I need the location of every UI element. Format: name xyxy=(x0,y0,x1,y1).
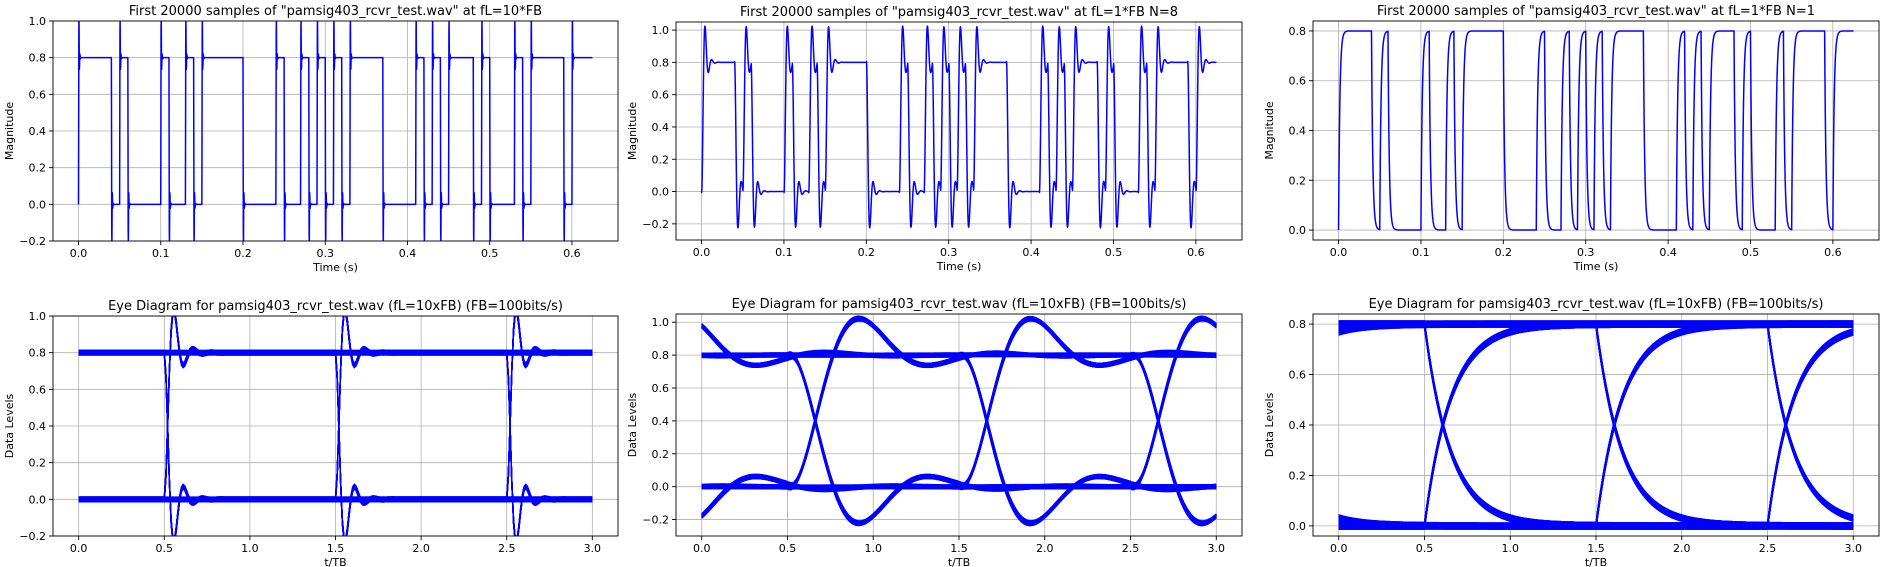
x-tick-label: 0.0 xyxy=(693,246,711,259)
x-tick-label: 0.5 xyxy=(779,542,797,555)
x-tick-label: 0.0 xyxy=(693,542,711,555)
chart-title: Eye Diagram for pamsig403_rcvr_test.wav … xyxy=(108,299,563,314)
y-tick-label: 0.6 xyxy=(1289,75,1307,88)
x-tick-label: 2.5 xyxy=(1759,542,1777,555)
x-tick-label: 3.0 xyxy=(1208,542,1226,555)
x-axis-label: Time (s) xyxy=(1573,260,1619,273)
x-tick-label: 0.6 xyxy=(563,247,581,260)
x-tick-label: 0.0 xyxy=(1330,246,1348,259)
x-axis-label: t/TB xyxy=(1585,556,1607,567)
chart-title: Eye Diagram for pamsig403_rcvr_test.wav … xyxy=(732,297,1187,312)
x-tick-label: 1.0 xyxy=(241,542,259,555)
x-tick-label: 0.5 xyxy=(1416,542,1434,555)
chart-title: First 20000 samples of "pamsig403_rcvr_t… xyxy=(1377,4,1815,19)
y-tick-label: 0.2 xyxy=(29,162,47,175)
x-tick-label: 0.6 xyxy=(1187,246,1205,259)
x-tick-label: 0.5 xyxy=(1105,246,1123,259)
x-tick-label: 0.3 xyxy=(940,246,958,259)
x-tick-label: 0.5 xyxy=(156,542,174,555)
y-axis-label: Data Levels xyxy=(3,393,16,458)
x-tick-label: 2.0 xyxy=(1036,542,1054,555)
y-tick-label: 0.4 xyxy=(1289,419,1307,432)
y-tick-label: −0.2 xyxy=(642,218,669,231)
y-axis-label: Magnitude xyxy=(626,102,639,161)
y-axis-label: Magnitude xyxy=(1263,101,1276,160)
x-tick-label: 2.0 xyxy=(1673,542,1691,555)
chart-title: First 20000 samples of "pamsig403_rcvr_t… xyxy=(129,4,542,19)
y-tick-label: 0.4 xyxy=(652,415,670,428)
y-tick-label: 0.6 xyxy=(652,382,670,395)
x-tick-label: 1.0 xyxy=(1501,542,1519,555)
x-tick-label: 0.0 xyxy=(70,247,88,260)
x-tick-label: 1.5 xyxy=(327,542,345,555)
y-tick-label: 0.0 xyxy=(652,481,670,494)
y-tick-label: 0.2 xyxy=(652,153,670,166)
y-tick-label: 1.0 xyxy=(29,15,47,28)
y-tick-label: 0.8 xyxy=(652,56,670,69)
x-tick-label: 0.3 xyxy=(1577,246,1595,259)
x-tick-label: 0.5 xyxy=(1742,246,1760,259)
y-tick-label: 0.0 xyxy=(1289,520,1307,533)
y-tick-label: 0.4 xyxy=(29,420,47,433)
y-tick-label: 1.0 xyxy=(652,24,670,37)
y-tick-label: 0.0 xyxy=(29,493,47,506)
y-tick-label: 0.4 xyxy=(1289,125,1307,138)
y-tick-label: 0.2 xyxy=(29,457,47,470)
x-tick-label: 0.2 xyxy=(234,247,252,260)
x-tick-label: 0.0 xyxy=(1330,542,1348,555)
x-axis-label: Time (s) xyxy=(936,260,982,273)
y-tick-label: 0.8 xyxy=(1289,318,1307,331)
y-tick-label: 0.8 xyxy=(29,52,47,65)
x-tick-label: 0.4 xyxy=(399,247,417,260)
y-tick-label: 0.4 xyxy=(29,125,47,138)
y-tick-label: 0.2 xyxy=(652,448,670,461)
x-tick-label: 0.1 xyxy=(1412,246,1430,259)
x-tick-label: 0.1 xyxy=(775,246,793,259)
x-tick-label: 0.4 xyxy=(1022,246,1040,259)
y-tick-label: 0.8 xyxy=(29,347,47,360)
x-axis-label: t/TB xyxy=(324,556,346,567)
x-tick-label: 0.1 xyxy=(152,247,170,260)
x-tick-label: 1.5 xyxy=(950,542,968,555)
x-tick-label: 0.5 xyxy=(481,247,499,260)
y-tick-label: 0.8 xyxy=(652,349,670,362)
x-tick-label: 0.2 xyxy=(858,246,876,259)
x-tick-label: 2.0 xyxy=(412,542,430,555)
y-tick-label: 0.6 xyxy=(652,89,670,102)
x-tick-label: 0.2 xyxy=(1495,246,1513,259)
x-tick-label: 1.5 xyxy=(1587,542,1605,555)
x-axis-label: t/TB xyxy=(948,556,970,567)
x-tick-label: 0.0 xyxy=(70,542,88,555)
chart-title: First 20000 samples of "pamsig403_rcvr_t… xyxy=(740,5,1178,20)
y-axis-label: Data Levels xyxy=(1263,392,1276,457)
x-tick-label: 3.0 xyxy=(1845,542,1863,555)
y-tick-label: −0.2 xyxy=(19,235,46,248)
y-tick-label: 0.6 xyxy=(1289,369,1307,382)
y-tick-label: −0.2 xyxy=(19,530,46,543)
y-axis-label: Magnitude xyxy=(3,102,16,161)
x-tick-label: 0.6 xyxy=(1824,246,1842,259)
y-tick-label: 1.0 xyxy=(652,316,670,329)
x-axis-label: Time (s) xyxy=(312,261,358,274)
x-tick-label: 2.5 xyxy=(498,542,516,555)
x-tick-label: 0.4 xyxy=(1659,246,1677,259)
y-axis-label: Data Levels xyxy=(626,392,639,457)
x-tick-label: 2.5 xyxy=(1122,542,1140,555)
y-tick-label: 0.2 xyxy=(1289,174,1307,187)
y-tick-label: 0.0 xyxy=(652,186,670,199)
y-tick-label: 0.8 xyxy=(1289,25,1307,38)
y-tick-label: 0.4 xyxy=(652,121,670,134)
y-tick-label: 1.0 xyxy=(29,310,47,323)
chart-title: Eye Diagram for pamsig403_rcvr_test.wav … xyxy=(1369,297,1824,312)
x-tick-label: 0.3 xyxy=(316,247,334,260)
x-tick-label: 3.0 xyxy=(584,542,602,555)
y-tick-label: 0.0 xyxy=(29,198,47,211)
y-tick-label: 0.6 xyxy=(29,383,47,396)
y-tick-label: 0.2 xyxy=(1289,469,1307,482)
x-tick-label: 1.0 xyxy=(864,542,882,555)
y-tick-label: −0.2 xyxy=(642,514,669,527)
y-tick-label: 0.0 xyxy=(1289,224,1307,237)
y-tick-label: 0.6 xyxy=(29,88,47,101)
